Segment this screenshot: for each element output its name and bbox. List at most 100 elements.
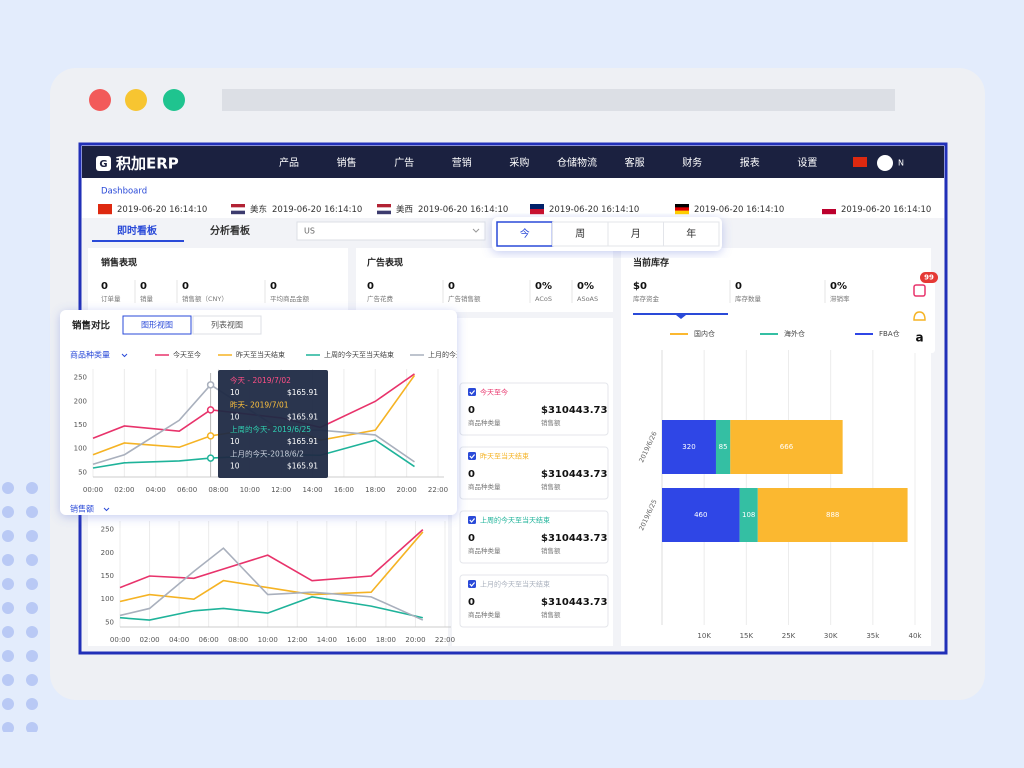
y-tick-label: 100 <box>101 595 114 603</box>
metric-label: 销量 <box>140 294 154 303</box>
x-tick-label: 20:00 <box>405 636 425 644</box>
notification-badge <box>920 272 938 283</box>
compare-count-label: 商品种类量 <box>468 610 501 619</box>
hover-dot <box>206 381 215 389</box>
view-label[interactable]: 列表视图 <box>211 320 243 330</box>
view-tab[interactable] <box>122 315 192 335</box>
address-bar[interactable] <box>222 89 895 111</box>
x-tick-label: 10:00 <box>240 486 260 494</box>
y-tick-label: 50 <box>78 468 87 476</box>
notification-count: 99 <box>924 274 934 282</box>
footer-select[interactable]: 销售额 <box>70 504 94 514</box>
tooltip-amount: $165.91 <box>287 388 318 397</box>
period-label[interactable]: 周 <box>575 228 585 240</box>
compare-name: 今天至今 <box>480 388 508 397</box>
menu-item[interactable]: 营销 <box>452 156 472 169</box>
menu-item[interactable]: 客服 <box>625 156 645 169</box>
y-tick-label: 200 <box>101 549 114 557</box>
legend-label: 国内仓 <box>694 329 715 338</box>
avatar[interactable] <box>877 155 893 171</box>
x-tick-label: 12:00 <box>271 486 291 494</box>
bar-value-label: 320 <box>682 443 695 451</box>
x-tick-label: 06:00 <box>199 636 219 644</box>
legend-label: 上月的今天至当天结束 <box>428 350 498 359</box>
metric-label: 广告花费 <box>367 294 394 303</box>
compare-amount: $310443.73 <box>541 469 607 480</box>
clock-zone: 美东 <box>250 204 267 215</box>
card-title: 当前库存 <box>633 257 669 269</box>
bar-value-label: 888 <box>826 511 839 519</box>
x-tick-label: 16:00 <box>346 636 366 644</box>
bar-value-label: 85 <box>719 443 728 451</box>
flag <box>231 204 245 208</box>
calendar-icon[interactable] <box>913 284 926 297</box>
nav-bar <box>82 146 944 178</box>
breadcrumb: Dashboard <box>101 187 147 197</box>
flag <box>822 204 836 210</box>
clock-zone: 美西 <box>396 204 413 215</box>
tab[interactable]: 分析看板 <box>210 224 251 237</box>
checkbox[interactable] <box>468 452 476 460</box>
user-name: N <box>898 159 904 168</box>
close-button[interactable] <box>89 89 111 111</box>
checkbox-tick <box>469 518 476 523</box>
metric-value: 0 <box>270 281 277 292</box>
menu-item[interactable]: 销售 <box>337 156 357 169</box>
compare-name: 昨天至当天结束 <box>480 452 529 461</box>
metric-select[interactable]: 商品种类量 <box>70 350 110 360</box>
compare-count-label: 商品种类量 <box>468 482 501 491</box>
tab[interactable]: 即时看板 <box>117 224 158 237</box>
view-tab[interactable] <box>192 315 262 335</box>
bar-segment <box>662 488 740 542</box>
menu-item[interactable]: 财务 <box>682 156 702 169</box>
checkbox-tick <box>469 582 476 587</box>
clock-time: 2019-06-20 16:14:10 <box>272 205 362 215</box>
minimize-button[interactable] <box>125 89 147 111</box>
x-tick-label: 06:00 <box>177 486 197 494</box>
flag <box>98 204 112 215</box>
period-label[interactable]: 今 <box>520 227 530 240</box>
menu-item[interactable]: 广告 <box>394 156 414 169</box>
flag <box>675 204 689 208</box>
bell-icon[interactable] <box>913 311 926 321</box>
marketplace-select[interactable] <box>296 221 486 241</box>
menu-item[interactable]: 产品 <box>279 156 299 169</box>
menu-item[interactable]: 报表 <box>740 156 760 169</box>
y-tick-label: 250 <box>74 374 87 382</box>
checkbox[interactable] <box>468 388 476 396</box>
x-tick-label: 10K <box>697 632 711 640</box>
tooltip-box <box>218 370 328 478</box>
menu-item[interactable]: 仓储物流 <box>557 156 597 169</box>
period-option[interactable] <box>663 221 720 247</box>
compare-amount: $310443.73 <box>541 405 607 416</box>
maximize-button[interactable] <box>163 89 185 111</box>
x-tick-label: 04:00 <box>146 486 166 494</box>
metric-value: 0% <box>535 281 552 292</box>
menu-item[interactable]: 设置 <box>797 157 817 169</box>
compare-count: 0 <box>468 405 475 416</box>
checkbox[interactable] <box>468 580 476 588</box>
metric-label: ASoAS <box>577 295 598 303</box>
y-tick-label: 250 <box>101 526 114 534</box>
language-flag[interactable] <box>853 157 867 167</box>
menu-item[interactable]: 采购 <box>509 156 529 169</box>
y-tick-label: 50 <box>105 618 114 626</box>
compare-count: 0 <box>468 597 475 608</box>
period-label[interactable]: 月 <box>631 228 641 240</box>
checkbox[interactable] <box>468 516 476 524</box>
x-tick-label: 04:00 <box>169 636 189 644</box>
bar-segment <box>739 488 758 542</box>
hover-dot <box>206 454 215 462</box>
amazon-icon[interactable]: a <box>915 331 923 345</box>
flag <box>530 209 544 215</box>
y-tick-label: 200 <box>74 397 87 405</box>
sales-chart: 50 100 150 200 250 00:00 02:00 04:00 06:00 08:00 1… <box>101 521 455 644</box>
period-label[interactable]: 年 <box>686 227 696 240</box>
view-label[interactable]: 图形视图 <box>141 320 173 330</box>
metric-label: 滞销率 <box>830 294 850 303</box>
x-tick-label: 14:00 <box>317 636 337 644</box>
x-tick-label: 02:00 <box>114 486 134 494</box>
legend-label: FBA仓 <box>879 329 900 338</box>
x-tick-label: 16:00 <box>334 486 354 494</box>
flag <box>822 209 836 215</box>
